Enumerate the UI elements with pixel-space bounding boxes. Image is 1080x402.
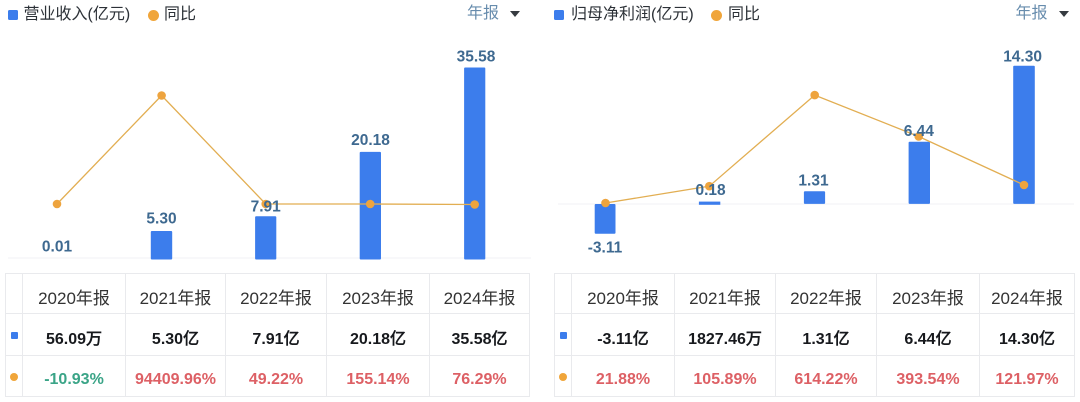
svg-text:0.01: 0.01 xyxy=(42,239,73,256)
svg-text:7.91: 7.91 xyxy=(251,199,282,216)
svg-text:5.30: 5.30 xyxy=(146,211,176,228)
svg-text:0.18: 0.18 xyxy=(696,182,727,199)
svg-text:-3.11: -3.11 xyxy=(588,240,623,257)
svg-text:35.58: 35.58 xyxy=(457,49,496,66)
svg-text:6.44: 6.44 xyxy=(904,123,935,140)
svg-text:20.18: 20.18 xyxy=(351,132,390,149)
svg-text:1.31: 1.31 xyxy=(798,172,829,189)
svg-text:14.30: 14.30 xyxy=(1003,49,1042,66)
